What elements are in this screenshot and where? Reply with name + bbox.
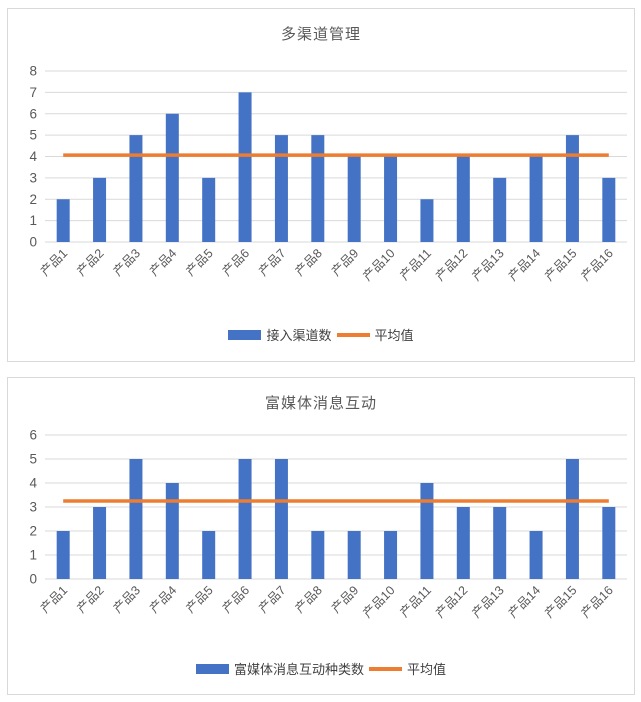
- x-axis-tick-label: 产品14: [506, 583, 543, 620]
- bar: [238, 92, 252, 242]
- x-axis-tick-label: 产品4: [147, 246, 180, 279]
- x-axis-tick-label: 产品6: [220, 583, 253, 616]
- bar: [93, 507, 107, 579]
- y-axis-tick-label: 7: [29, 85, 37, 100]
- bar: [602, 507, 616, 579]
- bar: [529, 531, 543, 579]
- bar-series-swatch-icon: [195, 663, 229, 674]
- x-axis-tick-label: 产品13: [469, 246, 506, 283]
- x-axis-tick-label: 产品8: [292, 246, 325, 279]
- x-axis-tick-label: 产品9: [329, 246, 362, 279]
- y-axis-tick-label: 3: [29, 500, 37, 515]
- bar-series-label: 接入渠道数: [266, 328, 332, 343]
- line-series-swatch-icon: [369, 666, 402, 671]
- x-axis-tick-label: 产品7: [256, 583, 289, 616]
- x-axis-tick-label: 产品10: [360, 583, 397, 620]
- bar: [56, 199, 70, 242]
- line-series-swatch-icon: [336, 332, 370, 337]
- x-axis-tick-label: 产品5: [183, 583, 216, 616]
- bar: [165, 483, 179, 579]
- x-axis-tick-label: 产品13: [469, 583, 506, 620]
- bar: [347, 531, 361, 579]
- y-axis-tick-label: 1: [29, 213, 37, 228]
- x-axis-tick-label: 产品3: [111, 583, 144, 616]
- x-axis-tick-label: 产品1: [38, 246, 71, 279]
- bar: [456, 156, 470, 242]
- bar: [274, 135, 288, 242]
- bar: [602, 177, 616, 242]
- bar: [56, 531, 70, 579]
- bar: [274, 459, 288, 579]
- y-axis-tick-label: 3: [29, 170, 37, 185]
- x-axis-tick-label: 产品2: [74, 583, 107, 616]
- bar: [529, 156, 543, 242]
- x-axis-tick-label: 产品14: [506, 246, 543, 283]
- chart-title: 富媒体消息互动: [264, 395, 377, 412]
- y-axis-tick-label: 6: [29, 428, 37, 443]
- x-axis-tick-label: 产品12: [433, 246, 470, 283]
- y-axis-tick-label: 4: [29, 149, 37, 164]
- bar: [165, 113, 179, 242]
- x-axis-tick-label: 产品3: [111, 246, 144, 279]
- bar: [456, 507, 470, 579]
- line-series-label: 平均值: [374, 328, 414, 343]
- multichannel-chart-plot: 0 1 2 3 4 5 6 7 8 产品1 产品2 产品3 产品4 产品5 产品6 产品7 产品8 产品9产品10…: [29, 64, 627, 284]
- y-axis-tick-label: 6: [29, 106, 37, 121]
- chart-legend: 接入渠道数 平均值: [8, 325, 634, 344]
- x-axis-tick-label: 产品5: [183, 246, 216, 279]
- bar: [311, 135, 325, 242]
- y-axis-tick-label: 8: [29, 64, 37, 79]
- bar: [129, 459, 143, 579]
- bar: [565, 135, 579, 242]
- x-axis-tick-label: 产品2: [74, 246, 107, 279]
- bar-series-label: 富媒体消息互动种类数: [233, 662, 364, 677]
- y-axis-tick-label: 2: [29, 192, 37, 207]
- bar: [384, 531, 398, 579]
- y-axis-tick-label: 5: [29, 128, 37, 143]
- y-axis-tick-label: 2: [29, 524, 37, 539]
- line-series-label: 平均值: [407, 662, 447, 677]
- y-axis-tick-label: 5: [29, 452, 37, 467]
- chart-title: 多渠道管理: [280, 26, 361, 43]
- x-axis-tick-label: 产品15: [542, 246, 579, 283]
- bar: [565, 459, 579, 579]
- richmedia-chart-panel: 0 1 2 3 4 5 6 产品1 产品2 产品3 产品4 产品5 产品6 产品7 产品8 产品9 产品10 产品…: [7, 377, 635, 695]
- bar: [202, 531, 216, 579]
- bar: [238, 459, 252, 579]
- x-axis-tick-label: 产品7: [256, 246, 289, 279]
- x-axis-tick-label: 产品16: [579, 246, 616, 283]
- bar: [129, 135, 143, 242]
- chart-legend: 富媒体消息互动种类数 平均值: [8, 659, 634, 678]
- bar: [493, 177, 507, 242]
- bar: [93, 177, 107, 242]
- y-axis-tick-label: 0: [29, 235, 37, 250]
- x-axis-tick-label: 产品6: [220, 246, 253, 279]
- x-axis-tick-label: 产品8: [292, 583, 325, 616]
- y-axis-tick-label: 4: [29, 476, 37, 491]
- x-axis-tick-label: 产品12: [433, 583, 470, 620]
- x-axis-tick-label: 产品10: [360, 246, 397, 283]
- x-axis-tick-label: 产品9: [329, 583, 362, 616]
- y-axis-tick-label: 0: [29, 572, 37, 587]
- multichannel-chart-panel: 0 1 2 3 4 5 6 7 8 产品1 产品2 产品3 产品4 产品5 产品6 产品7 产品8 产品9 产品10…: [7, 8, 635, 362]
- x-axis-tick-label: 产品11: [397, 583, 434, 620]
- x-axis-tick-label: 产品16: [579, 583, 616, 620]
- bar: [384, 156, 398, 242]
- bar-series-swatch-icon: [228, 329, 262, 340]
- bar: [202, 177, 216, 242]
- bar: [420, 199, 434, 242]
- bar: [493, 507, 507, 579]
- y-axis-tick-label: 1: [29, 548, 37, 563]
- bar: [420, 483, 434, 579]
- x-axis-tick-label: 产品15: [542, 583, 579, 620]
- bar: [347, 156, 361, 242]
- x-axis-tick-label: 产品1: [38, 583, 71, 616]
- x-axis-tick-label: 产品4: [147, 583, 180, 616]
- x-axis-tick-label: 产品11: [397, 246, 434, 283]
- bar: [311, 531, 325, 579]
